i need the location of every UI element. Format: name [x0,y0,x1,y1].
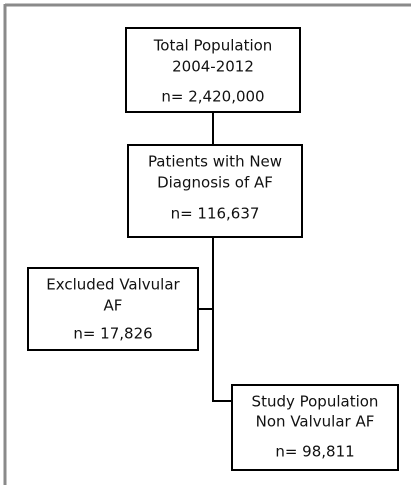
node-count: n= 116,637 [171,205,260,223]
node-line: Patients with New [148,153,282,171]
node-line: Diagnosis of AF [157,174,273,192]
node-line: AF [104,297,123,315]
node-box [27,267,199,351]
node-count: n= 17,826 [73,325,152,343]
node-count: n= 98,811 [275,443,354,461]
node-line: Excluded Valvular [46,276,180,294]
node-box [125,27,301,113]
node-excluded: Excluded Valvular AF n= 17,826 [27,267,199,351]
node-box [127,144,303,238]
node-patients: Patients with New Diagnosis of AF n= 116… [127,144,303,238]
node-study: Study Population Non Valvular AF n= 98,8… [231,384,399,471]
node-total: Total Population 2004-2012 n= 2,420,000 [125,27,301,113]
node-count: n= 2,420,000 [161,88,264,106]
node-line: 2004-2012 [172,58,254,76]
node-line: Total Population [153,37,273,55]
node-box [231,384,399,471]
node-line: Non Valvular AF [256,413,375,431]
node-line: Study Population [252,393,379,411]
